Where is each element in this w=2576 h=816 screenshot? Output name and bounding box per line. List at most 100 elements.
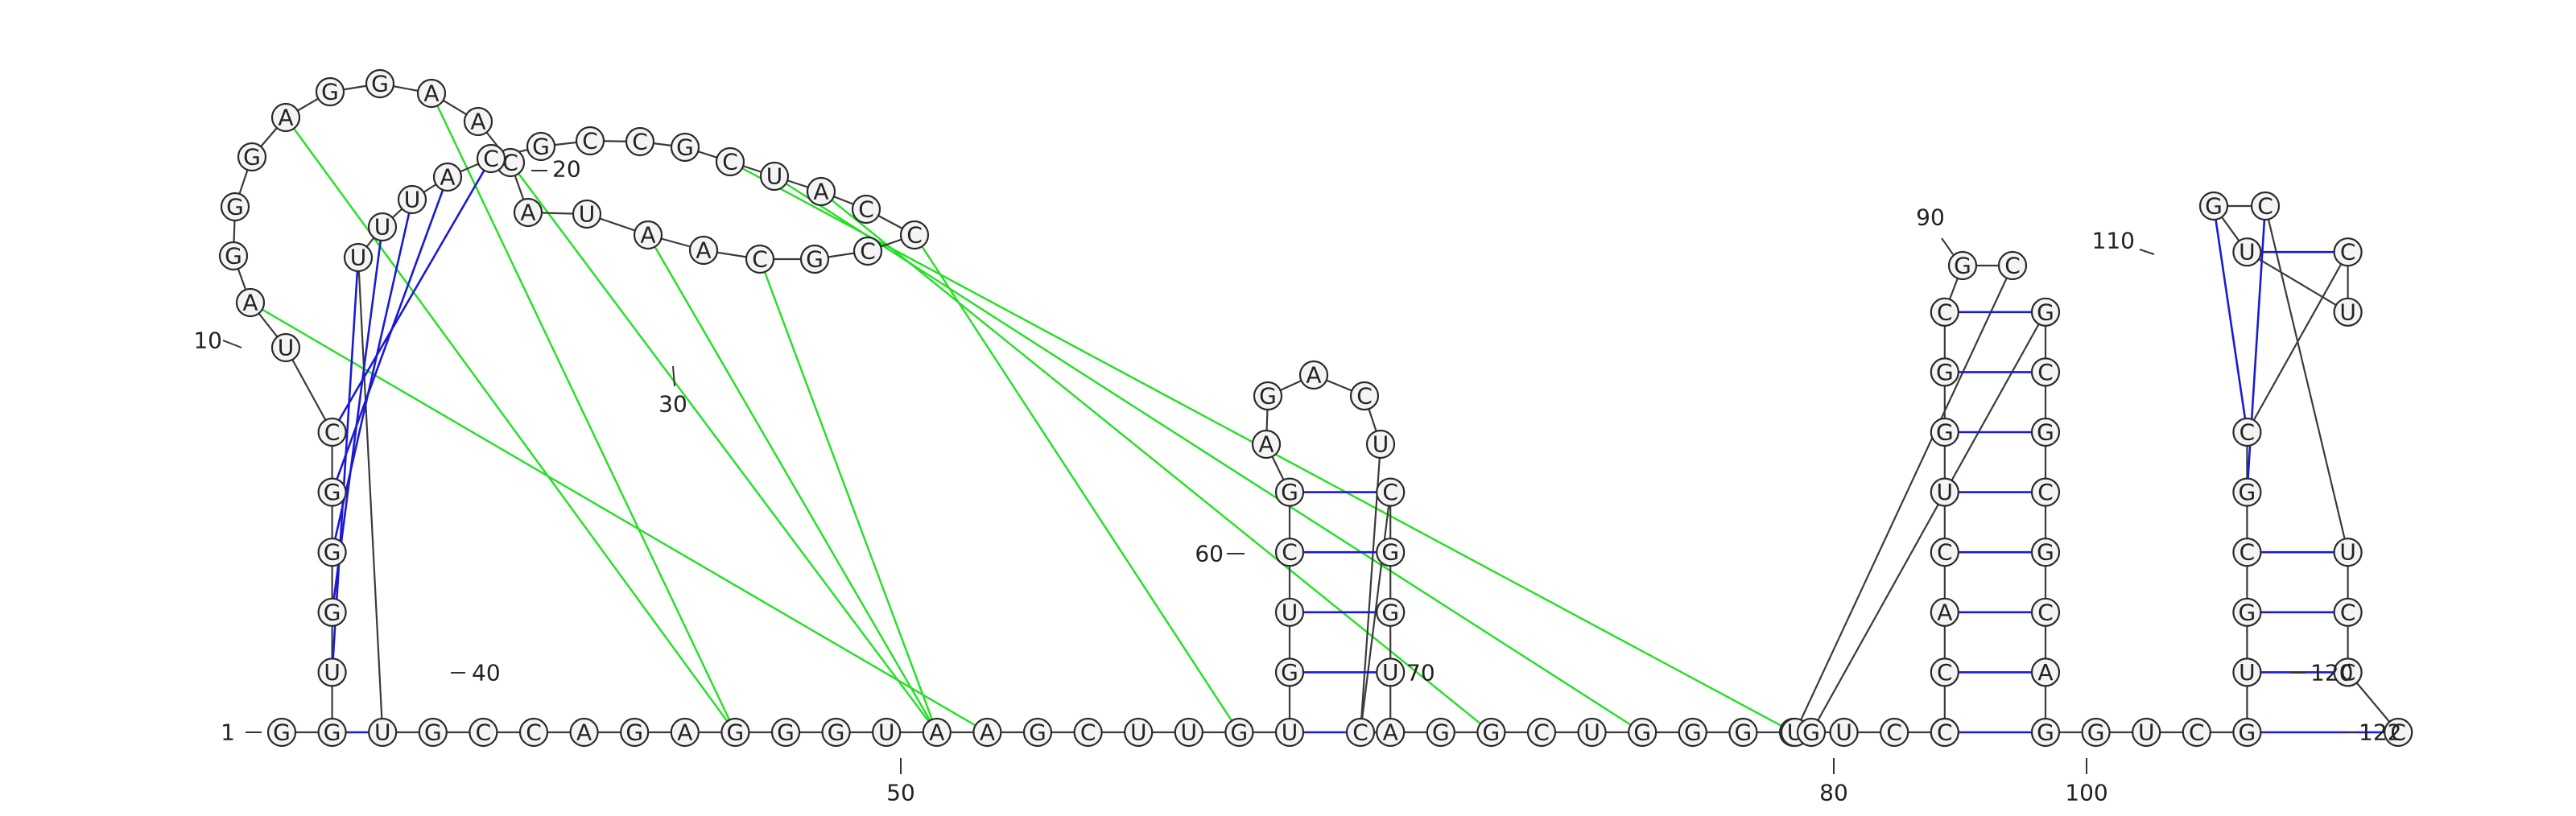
nucleotide-circle: [922, 717, 952, 748]
nucleotide: A: [2030, 657, 2061, 687]
nucleotide-circle: [899, 220, 930, 250]
nucleotide-circle: [670, 717, 700, 748]
nucleotide-circle: [476, 143, 506, 174]
nucleotide: U: [1124, 717, 1154, 748]
nucleotide: C: [851, 194, 881, 225]
nucleotide-letter: C: [1886, 719, 1902, 746]
nucleotide: G: [315, 76, 345, 107]
number-label: 20: [552, 156, 581, 183]
nucleotide-circle: [1376, 477, 1406, 507]
nucleotide-circle: [2250, 191, 2281, 221]
nucleotide: G: [2232, 597, 2262, 627]
nucleotide-letter: G: [226, 194, 244, 220]
nucleotide-circle: [518, 717, 549, 748]
nucleotide-circle: [2232, 657, 2262, 687]
nucleotide: C: [745, 244, 775, 274]
nucleotide-circle: [463, 106, 493, 137]
backbone-segment: [357, 257, 384, 733]
nucleotide-letter: G: [2037, 719, 2054, 746]
nucleotide: U: [368, 717, 398, 748]
tertiary-interaction-line: [774, 175, 1643, 734]
nucleotide-circle: [367, 212, 398, 242]
nucleotide-letter: C: [1352, 719, 1368, 746]
nucleotide: A: [432, 162, 463, 192]
nucleotide-circle: [2030, 477, 2061, 507]
nucleotide-circle: [2030, 657, 2061, 687]
nucleotide: G: [317, 717, 347, 748]
nucleotide-letter: C: [1937, 539, 1953, 566]
nucleotide-letter: A: [696, 237, 711, 264]
nucleotide-circle: [759, 161, 790, 192]
nucleotide-circle: [2232, 417, 2262, 447]
nucleotide-circle: [469, 717, 498, 748]
nucleotide-circle: [1628, 717, 1657, 748]
number-tick: [1941, 237, 1954, 255]
nucleotide: C: [518, 717, 549, 748]
nucleotide-letter: G: [1936, 359, 1954, 385]
backbone-segment: [2246, 251, 2349, 313]
nucleotide-letter: G: [1281, 479, 1298, 505]
nucleotide: G: [1376, 597, 1406, 627]
nucleotide-letter: G: [1281, 659, 1298, 686]
nucleotide: C: [715, 146, 745, 177]
nucleotide-circle: [745, 244, 775, 274]
nucleotide: G: [1678, 717, 1707, 748]
nucleotide-circle: [237, 142, 267, 172]
nucleotide-letter: C: [2004, 253, 2021, 279]
nucleotide: G: [1253, 381, 1283, 411]
nucleotide-circle: [2333, 237, 2363, 267]
nucleotide-circle: [715, 146, 745, 177]
nucleotide: U: [2232, 237, 2262, 267]
backbone-segment: [1810, 311, 2046, 733]
nucleotide: G: [317, 538, 347, 567]
number-label: 110: [2092, 228, 2135, 254]
nucleotide-letter: G: [273, 719, 291, 746]
nucleotide-circle: [1124, 717, 1154, 748]
nucleotide-circle: [872, 717, 902, 748]
nucleotide: A: [235, 287, 266, 318]
nucleotide: U: [1829, 717, 1859, 748]
nucleotide-letter: A: [242, 290, 258, 316]
nucleotide-letter: U: [324, 659, 341, 686]
nucleotide-circle: [1298, 360, 1329, 390]
nucleotide-circle: [2081, 717, 2111, 748]
nucleotide-circle: [799, 244, 830, 274]
nucleotide-letter: A: [576, 719, 592, 746]
nucleotide: C: [469, 717, 498, 748]
nucleotide-letter: U: [2239, 239, 2256, 266]
nucleotide-letter: G: [1684, 719, 1702, 746]
number-tick: [2139, 249, 2155, 255]
nucleotide-circle: [526, 131, 556, 162]
nucleotide-letter: A: [929, 719, 944, 746]
nucleotide-letter: G: [2239, 599, 2256, 625]
nucleotide-circle: [1930, 297, 1959, 327]
nucleotide-letter: G: [806, 246, 824, 273]
nucleotide: G: [1376, 538, 1406, 567]
nucleotide-circle: [720, 717, 750, 748]
nucleotide-letter: C: [632, 129, 648, 155]
nucleotide-letter: C: [2340, 659, 2356, 686]
nucleotide: U: [759, 161, 790, 192]
nucleotide-circle: [1376, 538, 1406, 567]
nucleotide: G: [1628, 717, 1657, 748]
nucleotide: C: [2182, 717, 2211, 748]
nucleotide: C: [899, 220, 930, 250]
nucleotide-letter: C: [1080, 719, 1096, 746]
nucleotide-letter: C: [1356, 383, 1373, 410]
nucleotide-letter: C: [1937, 719, 1953, 746]
nucleotide-letter: G: [2037, 299, 2054, 325]
nucleotide-circle: [418, 717, 448, 748]
nucleotide: A: [569, 717, 599, 748]
nucleotide: C: [1274, 538, 1305, 567]
nucleotide: C: [2030, 357, 2061, 387]
nucleotide: G: [720, 717, 750, 748]
nucleotide: U: [2132, 717, 2161, 748]
nucleotide-circle: [1728, 717, 1758, 748]
nucleotide: C: [2232, 538, 2262, 567]
nucleotide: A: [463, 106, 493, 137]
nucleotide-letter: G: [2037, 539, 2054, 566]
nucleotide-circle: [2333, 297, 2363, 327]
nucleotide: C: [1930, 297, 1959, 327]
nucleotide-letter: C: [2340, 239, 2356, 266]
